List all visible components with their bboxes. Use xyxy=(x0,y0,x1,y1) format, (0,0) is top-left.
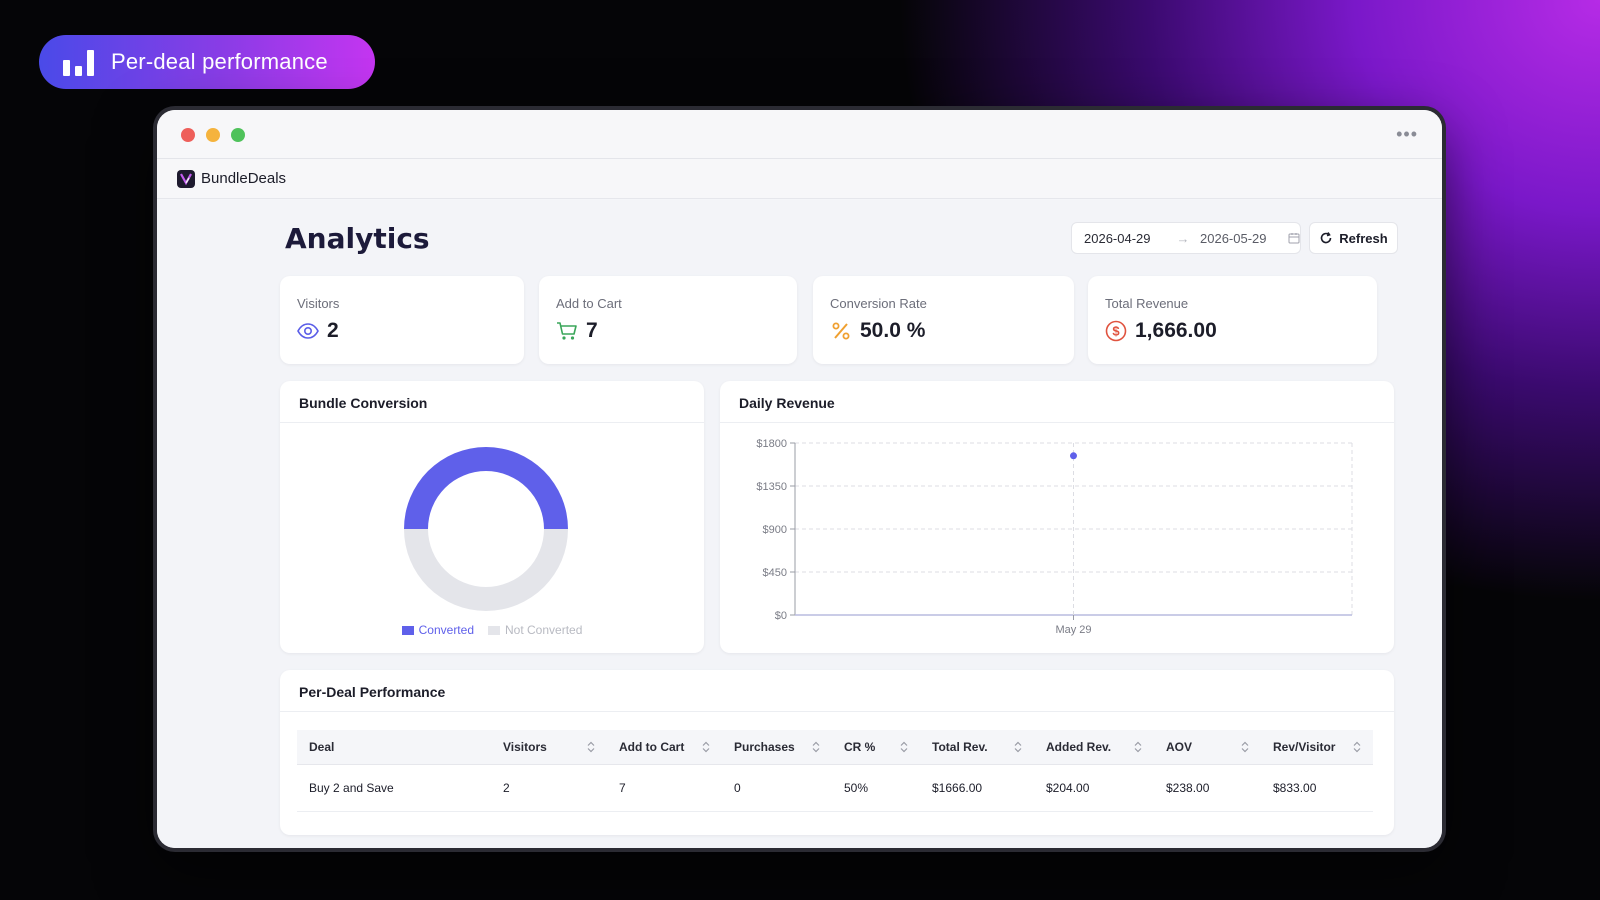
cell-purchases: 0 xyxy=(722,764,832,812)
app-header: BundleDeals xyxy=(157,159,1442,199)
cart-icon xyxy=(556,320,578,342)
page-title: Analytics xyxy=(285,222,430,255)
dollar-icon: $ xyxy=(1105,320,1127,342)
cell-deal: Buy 2 and Save xyxy=(297,764,491,812)
sort-icon[interactable] xyxy=(1134,741,1142,753)
calendar-icon[interactable] xyxy=(1288,232,1300,244)
kpi-card-total-revenue: Total Revenue $ 1,666.00 xyxy=(1088,276,1377,364)
sort-icon[interactable] xyxy=(1014,741,1022,753)
table-header-row: Deal Visitors Add to Cart Purchases CR %… xyxy=(297,730,1373,765)
table-row[interactable]: Buy 2 and Save 2 7 0 50% $1666.00 $204.0… xyxy=(297,764,1373,812)
legend-label: Not Converted xyxy=(505,623,583,637)
column-header-rev-visitor[interactable]: Rev/Visitor xyxy=(1261,730,1373,765)
main-content: Analytics 2026-04-29 → 2026-05-29 Refres… xyxy=(157,200,1442,848)
bundle-conversion-card: Bundle Conversion Converted Not Converte… xyxy=(280,381,704,653)
sort-icon[interactable] xyxy=(702,741,710,753)
end-date-input[interactable]: 2026-05-29 xyxy=(1200,230,1267,246)
cell-aov: $238.00 xyxy=(1154,764,1261,812)
column-header-deal[interactable]: Deal xyxy=(297,730,491,765)
refresh-icon xyxy=(1320,232,1332,244)
bar-chart-icon xyxy=(63,50,94,76)
column-header-total-rev[interactable]: Total Rev. xyxy=(920,730,1034,765)
column-header-add-to-cart[interactable]: Add to Cart xyxy=(607,730,722,765)
card-title: Bundle Conversion xyxy=(280,381,704,423)
sort-icon[interactable] xyxy=(812,741,820,753)
app-window: ••• BundleDeals Analytics 2026-04-29 → 2… xyxy=(157,110,1442,848)
sort-icon[interactable] xyxy=(900,741,908,753)
legend-item-not-converted[interactable]: Not Converted xyxy=(488,623,582,637)
daily-revenue-card: Daily Revenue $0 $450 $900 $1350 $1800 May 29 xyxy=(720,381,1394,653)
cell-rev-visitor: $833.00 xyxy=(1261,764,1373,812)
column-header-cr[interactable]: CR % xyxy=(832,730,920,765)
donut-chart xyxy=(404,447,568,611)
refresh-label: Refresh xyxy=(1339,230,1388,246)
kpi-card-visitors: Visitors 2 xyxy=(280,276,524,364)
sort-icon[interactable] xyxy=(1241,741,1249,753)
eye-icon xyxy=(297,320,319,342)
donut-slice-not-converted[interactable] xyxy=(404,529,568,611)
kpi-label: Visitors xyxy=(297,296,340,311)
kpi-value: 50.0 % xyxy=(860,319,926,342)
cell-cr: 50% xyxy=(832,764,920,812)
donut-slice-converted[interactable] xyxy=(404,447,568,529)
column-header-purchases[interactable]: Purchases xyxy=(722,730,832,765)
maximize-window-button[interactable] xyxy=(231,128,245,142)
kpi-value: 1,666.00 xyxy=(1135,319,1217,342)
date-range-picker[interactable]: 2026-04-29 → 2026-05-29 xyxy=(1071,222,1301,254)
refresh-button[interactable]: Refresh xyxy=(1309,222,1398,254)
sort-icon[interactable] xyxy=(1353,741,1361,753)
badge-label: Per-deal performance xyxy=(111,49,328,74)
legend-label: Converted xyxy=(418,623,474,637)
per-deal-table: Deal Visitors Add to Cart Purchases CR %… xyxy=(297,730,1373,812)
y-tick-label: $1350 xyxy=(756,481,787,493)
revenue-data-point[interactable] xyxy=(1070,452,1077,460)
svg-text:$: $ xyxy=(1112,324,1120,339)
legend-swatch xyxy=(488,625,500,635)
y-tick-label: $900 xyxy=(763,524,787,536)
cell-added-rev: $204.00 xyxy=(1034,764,1154,812)
kpi-value: 7 xyxy=(586,319,598,342)
legend-item-converted[interactable]: Converted xyxy=(401,623,474,637)
column-header-added-rev[interactable]: Added Rev. xyxy=(1034,730,1154,765)
card-title: Daily Revenue xyxy=(720,381,1394,423)
per-deal-performance-card: Per-Deal Performance Deal Visitors Add t… xyxy=(280,670,1394,835)
app-name: BundleDeals xyxy=(201,170,287,187)
daily-revenue-chart: $0 $450 $900 $1350 $1800 May 29 xyxy=(756,438,1353,636)
close-window-button[interactable] xyxy=(181,128,195,142)
app-logo-icon xyxy=(177,169,195,188)
chart-legend: Converted Not Converted xyxy=(280,623,704,637)
start-date-input[interactable]: 2026-04-29 xyxy=(1084,230,1151,246)
y-tick-label: $450 xyxy=(763,567,787,579)
arrow-right-icon: → xyxy=(1176,230,1190,246)
kpi-card-add-to-cart: Add to Cart 7 xyxy=(539,276,797,364)
y-tick-label: $0 xyxy=(775,610,787,622)
column-header-visitors[interactable]: Visitors xyxy=(491,730,607,765)
y-tick-label: $1800 xyxy=(756,438,787,450)
x-tick-label: May 29 xyxy=(1055,624,1091,636)
kpi-label: Conversion Rate xyxy=(830,296,927,311)
feature-badge: Per-deal performance xyxy=(39,35,375,89)
column-header-aov[interactable]: AOV xyxy=(1154,730,1261,765)
kpi-label: Add to Cart xyxy=(556,296,622,311)
cell-visitors: 2 xyxy=(491,764,607,812)
card-title: Per-Deal Performance xyxy=(280,670,1394,712)
kpi-value: 2 xyxy=(327,319,339,342)
percent-icon xyxy=(830,320,852,342)
sort-icon[interactable] xyxy=(587,741,595,753)
window-titlebar: ••• xyxy=(157,110,1442,159)
legend-swatch xyxy=(401,625,414,635)
minimize-window-button[interactable] xyxy=(206,128,220,142)
kpi-card-conversion-rate: Conversion Rate 50.0 % xyxy=(813,276,1074,364)
more-options-icon[interactable]: ••• xyxy=(1396,124,1418,144)
cell-add-to-cart: 7 xyxy=(607,764,722,812)
cell-total-rev: $1666.00 xyxy=(920,764,1034,812)
kpi-label: Total Revenue xyxy=(1105,296,1189,311)
